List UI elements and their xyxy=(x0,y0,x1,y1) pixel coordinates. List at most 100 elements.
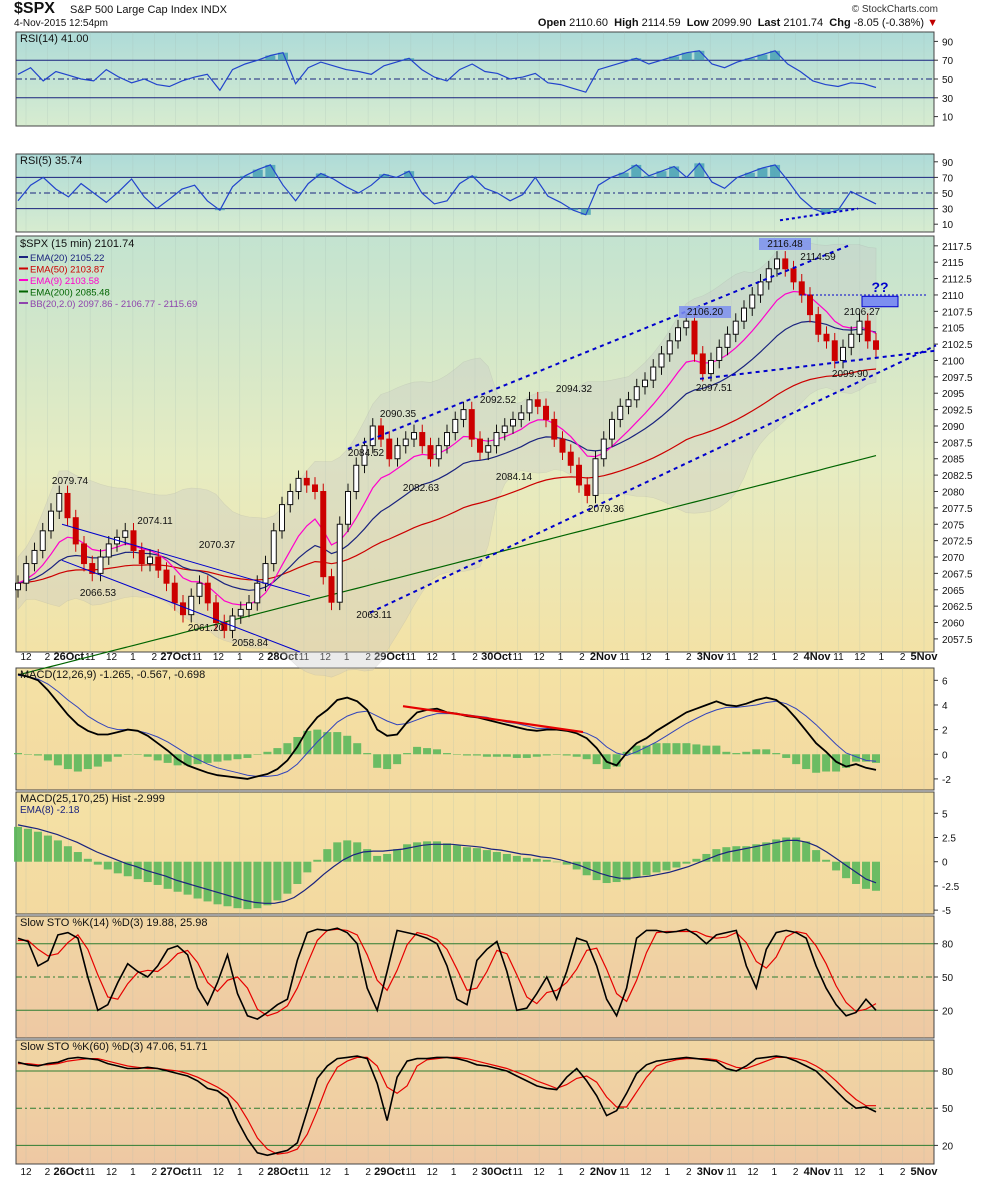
x-tick-label: 2 xyxy=(900,652,906,663)
last-label: Last xyxy=(757,17,781,29)
rsi5-extreme-fill xyxy=(378,174,389,178)
macd-long-hist-bar xyxy=(492,852,501,862)
candle-body xyxy=(270,530,277,565)
macd-hist-bar xyxy=(752,749,761,755)
open-label: Open xyxy=(537,17,567,29)
macd-hist-bar xyxy=(243,754,252,758)
macd-hist-bar xyxy=(333,732,342,755)
candle-body xyxy=(510,418,516,427)
sto14-k-line xyxy=(17,927,877,1020)
rsi14-overbought-fill xyxy=(265,55,276,61)
x-tick-label: 1 xyxy=(451,1167,457,1178)
macd-tick-label: 4 xyxy=(942,701,948,712)
price-annotation: 2094.32 xyxy=(556,384,593,395)
macd-long-hist-bar xyxy=(393,849,402,862)
macd-long-hist-bar xyxy=(163,861,172,889)
macd-long-hist-bar xyxy=(333,842,342,862)
macd-long-hist-bar xyxy=(752,844,761,862)
candle-body xyxy=(81,543,87,565)
macd-long-hist-bar xyxy=(622,861,631,881)
legend-entry: EMA(50) 2103.87 xyxy=(30,265,104,276)
x-tick-label: 2 xyxy=(900,1167,906,1178)
macd-hist-bar xyxy=(283,743,292,755)
macd-hist-bar xyxy=(273,748,282,755)
macd-long-hist-bar xyxy=(782,837,791,862)
candle-body xyxy=(229,615,236,631)
macd-hist-bar xyxy=(183,754,192,766)
macd-hist-bar xyxy=(63,754,72,770)
rsi14-overbought-fill xyxy=(681,52,692,61)
candle-body xyxy=(386,438,393,460)
candle-body xyxy=(188,595,195,616)
price-tick-label: 2082.5 xyxy=(942,471,973,482)
macd-long-hist-bar xyxy=(433,841,442,862)
candle-body xyxy=(526,399,533,414)
macd-long-hist-bar xyxy=(303,861,312,873)
macd-long-hist-bar xyxy=(243,861,252,910)
price-tick-label: 2112.5 xyxy=(942,275,972,286)
macd-long-hist-bar xyxy=(423,841,432,862)
candle-body xyxy=(336,523,343,603)
candle-body xyxy=(567,451,574,466)
macd-hist-bar xyxy=(472,754,481,756)
price-annotation: 2079.74 xyxy=(52,476,89,487)
macd-long-hist-bar xyxy=(522,857,531,862)
x-tick-label: 1 xyxy=(665,652,671,663)
x-tick-label: 12 xyxy=(427,652,439,663)
x-tick-label: 2Nov xyxy=(590,1166,618,1178)
x-tick-label: 11 xyxy=(406,1167,417,1178)
rsi5-extreme-fill xyxy=(669,166,680,178)
x-tick-label: 2 xyxy=(152,1167,158,1178)
candle-body xyxy=(666,340,673,355)
candle-body xyxy=(485,445,492,453)
macd-long-hist-bar xyxy=(602,861,611,884)
candle-body xyxy=(444,432,450,447)
legend-entry: EMA(20) 2105.22 xyxy=(30,253,104,264)
macd-hist-bar xyxy=(682,743,691,755)
macd-hist-bar xyxy=(163,754,172,763)
rsi5-tick-label: 70 xyxy=(942,173,954,184)
x-tick-label: 1 xyxy=(344,1167,350,1178)
price-annotation: 2106.27 xyxy=(844,307,881,318)
macd-hist-bar xyxy=(213,754,222,762)
macd-long-hist-bar xyxy=(383,853,392,862)
price-tick-label: 2075 xyxy=(942,520,965,531)
candle-body xyxy=(353,464,360,492)
candle-body xyxy=(394,445,401,460)
sto14-tick-label: 80 xyxy=(942,940,954,951)
candle-body xyxy=(23,563,30,584)
macd-long-hist-bar xyxy=(772,839,781,862)
x-tick-label: 2 xyxy=(472,652,478,663)
macd-long-hist-bar xyxy=(343,840,352,862)
rsi5-extreme-fill xyxy=(820,208,831,214)
price-tick-label: 2067.5 xyxy=(942,569,973,580)
rsi5-extreme-fill xyxy=(656,171,667,178)
candle-body xyxy=(328,576,335,603)
x-tick-label: 12 xyxy=(320,652,332,663)
x-tick-label: 12 xyxy=(534,1167,546,1178)
candle-body xyxy=(254,582,261,604)
candle-body xyxy=(402,438,409,447)
x-tick-label: 1 xyxy=(878,652,884,663)
price-annotation: 2058.84 xyxy=(232,638,269,649)
macd-long-hist-bar xyxy=(353,842,362,862)
rsi5-extreme-fill xyxy=(770,164,781,178)
x-tick-label: 2 xyxy=(45,1167,51,1178)
macd-hist-bar xyxy=(812,754,821,773)
macd-long-hist-bar xyxy=(832,861,841,871)
macd-hist-bar xyxy=(842,754,851,768)
rsi5-tick-label: 10 xyxy=(942,220,954,231)
x-tick-label: 12 xyxy=(640,652,652,663)
price-tick-label: 2097.5 xyxy=(942,373,973,384)
macd-long-hist-bar xyxy=(702,853,711,862)
macd-hist-bar xyxy=(642,745,651,755)
low-value: 2099.90 xyxy=(711,17,752,29)
macd-long-hist-bar xyxy=(103,861,112,870)
macd-hist-bar xyxy=(393,754,402,765)
macd-long-hist-bar xyxy=(672,861,681,868)
price-tick-label: 2092.5 xyxy=(942,406,973,417)
candle-body xyxy=(39,530,46,551)
macd-long-hist-bar xyxy=(183,861,192,895)
x-tick-label: 1 xyxy=(237,1167,243,1178)
macd-hist-bar xyxy=(522,754,531,758)
